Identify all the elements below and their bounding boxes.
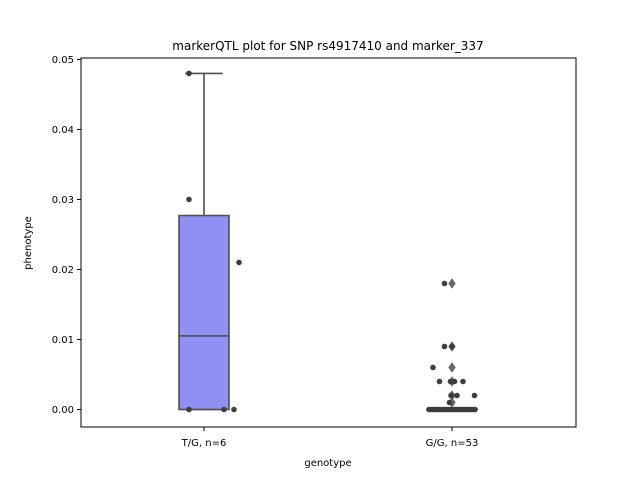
data-point <box>441 280 448 287</box>
data-points <box>186 70 478 413</box>
data-point <box>471 392 478 399</box>
data-point <box>236 259 242 266</box>
data-point <box>449 343 455 350</box>
data-point <box>186 406 192 413</box>
plot-frame <box>80 57 577 428</box>
data-point <box>231 406 237 413</box>
data-point <box>460 378 466 385</box>
data-point <box>451 378 458 385</box>
data-point <box>454 392 460 399</box>
outlier-marker <box>448 278 456 289</box>
y-tick-label: 0.02 <box>52 265 74 276</box>
y-tick-label: 0.00 <box>52 405 74 416</box>
data-point <box>447 378 454 385</box>
data-point <box>441 343 448 350</box>
data-point <box>436 378 443 385</box>
plot-area <box>81 58 576 427</box>
outlier-marker <box>448 362 456 373</box>
data-point <box>186 196 192 203</box>
data-point <box>446 399 453 406</box>
x-axis-label: genotype <box>304 458 351 469</box>
y-axis-label: phenotype <box>23 216 34 270</box>
chart-title: markerQTL plot for SNP rs4917410 and mar… <box>172 39 483 53</box>
box-iqr <box>178 214 230 411</box>
data-point <box>430 364 436 371</box>
y-tick-label: 0.03 <box>52 195 74 206</box>
data-point <box>472 406 478 413</box>
data-point <box>186 70 192 77</box>
x-tick-label: G/G, n=53 <box>426 438 479 449</box>
data-point <box>221 406 227 413</box>
y-axis: 0.00 0.01 0.02 0.03 0.04 0.05 <box>52 55 81 416</box>
y-tick-label: 0.04 <box>52 125 74 136</box>
x-tick-label: T/G, n=6 <box>181 438 227 449</box>
y-tick-label: 0.05 <box>52 55 74 66</box>
x-axis: T/G, n=6 G/G, n=53 <box>181 427 479 449</box>
y-tick-label: 0.01 <box>52 335 74 346</box>
data-point <box>448 392 454 399</box>
